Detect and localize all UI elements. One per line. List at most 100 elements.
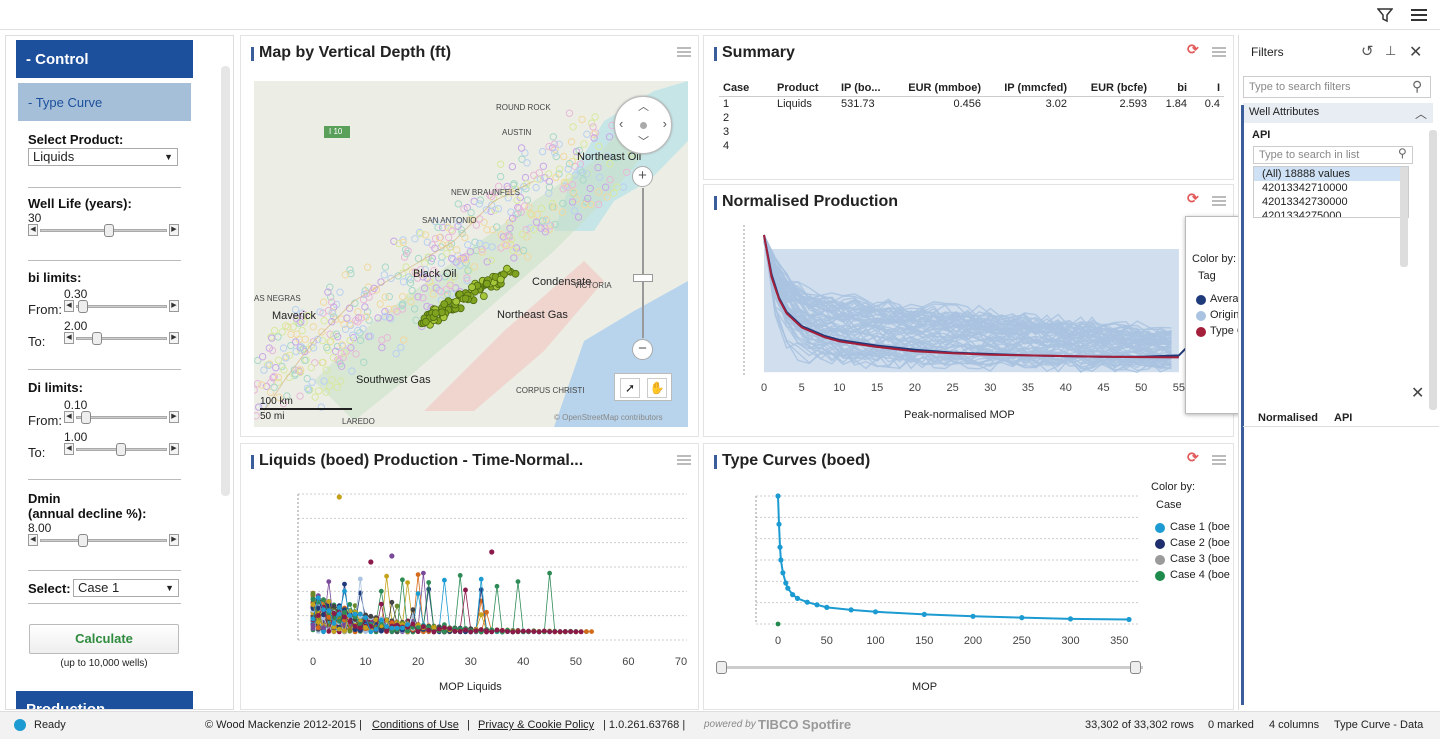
- list-item[interactable]: 4201334275000: [1262, 210, 1342, 218]
- legend-item[interactable]: Case 2 (boe: [1155, 537, 1230, 553]
- filter-icon[interactable]: [1376, 8, 1394, 23]
- production-point: [326, 579, 332, 584]
- divider: [28, 369, 181, 370]
- chevron-up-icon[interactable]: ︿: [1415, 107, 1428, 121]
- details-col-api[interactable]: API: [1334, 412, 1353, 424]
- zoom-in-button[interactable]: +: [632, 166, 653, 187]
- legend-item[interactable]: Case 3 (boe: [1155, 553, 1230, 569]
- slider-thumb[interactable]: [92, 332, 102, 345]
- hamburger-menu-icon[interactable]: [1411, 9, 1427, 22]
- filter-search-input[interactable]: Type to search filters: [1243, 76, 1431, 98]
- pan-up-icon[interactable]: ︿: [638, 101, 649, 113]
- panel-menu-icon[interactable]: [1212, 455, 1226, 465]
- case-select[interactable]: Case 1 ▼: [73, 579, 179, 597]
- list-item[interactable]: 42013342730000: [1262, 196, 1348, 208]
- di-from-slider[interactable]: ◀ ▶: [64, 411, 179, 424]
- table-row[interactable]: 4: [719, 139, 1224, 153]
- production-header[interactable]: Production: [16, 691, 193, 709]
- panel-menu-icon[interactable]: [677, 47, 691, 57]
- pan-down-icon[interactable]: ﹀: [638, 136, 649, 148]
- search-icon[interactable]: ⚲: [1412, 78, 1423, 94]
- map-canvas[interactable]: I 10 ROUND ROCK AUSTIN Northeast Oil NEW…: [254, 81, 688, 427]
- conditions-link[interactable]: Conditions of Use: [372, 719, 459, 731]
- slider-thumb[interactable]: [116, 443, 126, 456]
- slider-thumb[interactable]: [78, 534, 88, 547]
- column-header[interactable]: Case: [723, 82, 750, 94]
- original-series-band: [764, 249, 1179, 373]
- map-well-point: [428, 283, 436, 291]
- bi-to-slider[interactable]: ◀ ▶: [64, 332, 179, 345]
- pin-icon[interactable]: ⊥: [1385, 43, 1397, 58]
- di-to-slider[interactable]: ◀ ▶: [64, 443, 179, 456]
- table-cell: [1151, 125, 1191, 139]
- table-row[interactable]: 2: [719, 111, 1224, 125]
- legend-tag: Tag: [1198, 270, 1216, 282]
- refresh-icon[interactable]: ⟳: [1187, 449, 1199, 465]
- close-icon[interactable]: ✕: [1409, 44, 1423, 61]
- map-pan-control[interactable]: ︿ ‹ › ﹀: [614, 96, 672, 154]
- typecurves-chart[interactable]: 0 50 100 150 200 250 300 350: [704, 444, 1234, 710]
- column-header[interactable]: IP (mmcfed): [1004, 82, 1067, 94]
- product-select[interactable]: Liquids ▼: [28, 148, 178, 166]
- list-search-input[interactable]: Type to search in list: [1253, 146, 1413, 164]
- calculate-button[interactable]: Calculate: [29, 624, 179, 654]
- pointer-tool-icon[interactable]: ➚: [620, 378, 640, 398]
- filters-scrollbar[interactable]: [1429, 130, 1437, 410]
- range-handle-left[interactable]: [716, 661, 727, 674]
- api-list[interactable]: (All) 18888 values 42013342710000 420133…: [1253, 166, 1409, 218]
- normalised-chart[interactable]: 0 5 10 15 20 25 30 35 40 45 50 55: [704, 185, 1234, 437]
- refresh-icon[interactable]: ⟳: [1187, 41, 1199, 57]
- control-header[interactable]: - Control: [16, 40, 193, 78]
- table-cell: 1.84: [1165, 98, 1187, 110]
- map-well-point: [610, 189, 618, 198]
- column-header[interactable]: bi: [1177, 82, 1187, 94]
- filter-group-header[interactable]: Well Attributes: [1243, 103, 1433, 123]
- x-tick-label: 5: [799, 382, 805, 394]
- x-range-slider[interactable]: [721, 666, 1143, 669]
- pan-center-icon[interactable]: [640, 122, 647, 129]
- map-well-point: [341, 271, 350, 279]
- legend-item[interactable]: Case 1 (boe: [1155, 521, 1230, 537]
- legend-item[interactable]: Case 4 (boe: [1155, 569, 1230, 585]
- list-item[interactable]: (All) 18888 values: [1254, 167, 1408, 181]
- type-curve-header[interactable]: - Type Curve: [18, 83, 191, 121]
- column-header[interactable]: I: [1216, 82, 1220, 94]
- production-point: [478, 627, 484, 632]
- control-scrollbar[interactable]: [221, 66, 230, 496]
- reset-icon[interactable]: ↺: [1361, 43, 1374, 60]
- pan-hand-icon[interactable]: ✋: [647, 378, 667, 398]
- slider-thumb[interactable]: [104, 224, 114, 237]
- pan-left-icon[interactable]: ‹: [619, 116, 624, 131]
- privacy-link[interactable]: Privacy & Cookie Policy: [478, 719, 595, 731]
- liquids-chart[interactable]: 0 10 20 30 40 50 60 70: [241, 444, 699, 710]
- list-item[interactable]: 42013342710000: [1262, 182, 1348, 194]
- slider-thumb[interactable]: [81, 411, 91, 424]
- bi-from-slider[interactable]: ◀ ▶: [64, 300, 179, 313]
- dmin-slider[interactable]: ◀ ▶: [28, 534, 179, 547]
- map-well-point: [537, 204, 546, 213]
- active-page[interactable]: Type Curve - Data: [1334, 719, 1424, 731]
- zoom-out-button[interactable]: −: [632, 339, 653, 360]
- well-life-slider[interactable]: ◀ ▶: [28, 224, 179, 237]
- map-well-point: [319, 298, 328, 306]
- details-close-icon[interactable]: ✕: [1411, 385, 1425, 402]
- slider-thumb[interactable]: [78, 300, 88, 313]
- table-row[interactable]: 1 Liquids 531.73 0.456 3.02 2.593 1.84 0.4: [719, 97, 1224, 112]
- column-header[interactable]: IP (bo...: [841, 82, 881, 94]
- table-row[interactable]: 3: [719, 125, 1224, 139]
- details-col-normalised[interactable]: Normalised: [1258, 412, 1318, 424]
- panel-menu-icon[interactable]: [1212, 196, 1226, 206]
- range-handle-right[interactable]: [1130, 661, 1141, 674]
- list-scrollbar[interactable]: [1400, 167, 1408, 267]
- series-point-case-1: [776, 521, 782, 527]
- pan-right-icon[interactable]: ›: [662, 116, 667, 131]
- column-header[interactable]: EUR (mmboe): [908, 82, 981, 94]
- zoom-slider[interactable]: [642, 188, 644, 338]
- column-header[interactable]: Product: [777, 82, 819, 94]
- column-header[interactable]: EUR (bcfe): [1090, 82, 1147, 94]
- panel-menu-icon[interactable]: [677, 455, 691, 465]
- panel-menu-icon[interactable]: [1212, 47, 1226, 57]
- refresh-icon[interactable]: ⟳: [1187, 190, 1199, 206]
- search-icon[interactable]: ⚲: [1398, 146, 1407, 160]
- zoom-slider-thumb[interactable]: [633, 274, 653, 282]
